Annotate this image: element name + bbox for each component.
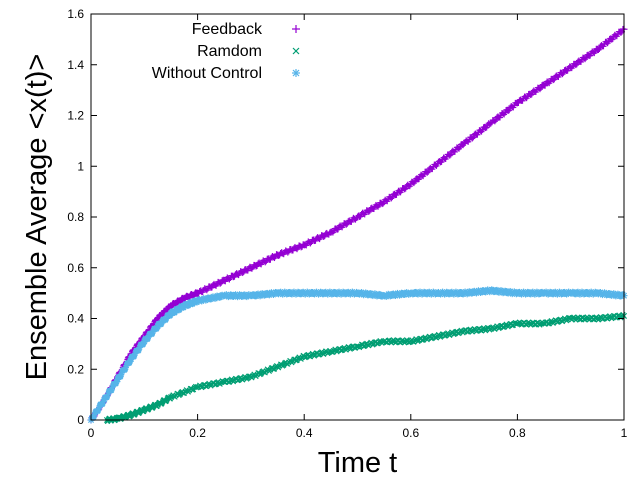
y-tick-label: 1.6 [67, 7, 84, 21]
y-tick-label: 0 [77, 413, 84, 427]
trail-point [619, 25, 626, 32]
legend-marker [292, 69, 300, 77]
trail-point [573, 61, 580, 68]
y-axis-label: Ensemble Average <x(t)> [21, 54, 53, 381]
trail-point [239, 270, 246, 277]
y-tick-label: 1 [77, 159, 84, 173]
trail-point [424, 169, 431, 176]
trail-point [217, 280, 224, 287]
trail-point [401, 186, 408, 193]
legend-label: Feedback [192, 21, 263, 38]
trail-point [528, 91, 535, 98]
y-tick-label: 0.2 [67, 362, 84, 376]
y-tick-label: 0.8 [67, 210, 84, 224]
trail-point [416, 176, 422, 183]
trail-point [320, 233, 327, 240]
trail-point [365, 208, 372, 215]
trail-point [537, 84, 544, 91]
trail-point [470, 134, 477, 141]
trail-point [411, 178, 418, 185]
y-tick-label: 1.2 [67, 109, 84, 123]
x-tick-label: 0.6 [402, 426, 419, 440]
trail-point [595, 47, 602, 54]
trail-point [460, 142, 467, 149]
trail-point [425, 168, 432, 175]
trail-point [583, 54, 590, 61]
trail-point [551, 76, 558, 83]
trail-point [380, 200, 387, 207]
trail-point [433, 335, 440, 341]
trail-point [343, 221, 350, 228]
trail-point [617, 29, 624, 36]
trail-point [167, 396, 174, 402]
x-tick-label: 0.2 [189, 426, 206, 440]
trail-point [492, 117, 499, 124]
trail-point [619, 291, 626, 298]
trail-point [300, 288, 307, 295]
trail-point [572, 62, 579, 69]
trail-point [506, 107, 513, 114]
trail-point [432, 161, 439, 168]
marker-layer [87, 25, 628, 425]
trail-point [527, 92, 534, 99]
trail-point [505, 107, 512, 114]
trail-point [389, 194, 396, 201]
trail-point [284, 249, 291, 256]
series-1 [103, 311, 628, 425]
trail-point [515, 99, 522, 106]
y-tick-label: 0.6 [67, 261, 84, 275]
trail-point [246, 373, 252, 379]
trail-point [485, 120, 492, 127]
series-2 [87, 286, 628, 424]
trail-point [550, 77, 557, 84]
trail-point [596, 45, 603, 52]
legend-label: Ramdom [197, 43, 262, 60]
trail-point [605, 38, 612, 45]
trail-point [307, 240, 314, 247]
trail-point [262, 259, 269, 266]
series-trail [88, 286, 626, 422]
trail-point [491, 118, 498, 125]
trail-point [438, 158, 445, 165]
trail-point [609, 36, 616, 43]
trail-point [469, 135, 476, 142]
trail-point [433, 162, 440, 169]
legend: Feedback Ramdom Without Control [152, 21, 300, 82]
trail-point [560, 69, 567, 76]
y-tick-label: 0.4 [67, 312, 84, 326]
x-axis-label: Time t [318, 447, 397, 479]
legend-marker [292, 47, 300, 55]
trail-point [406, 183, 413, 190]
trail-point [559, 71, 566, 78]
x-tick-label: 1 [621, 426, 628, 440]
series-trail [88, 25, 626, 422]
y-tick-label: 1.4 [67, 58, 84, 72]
trail-point [536, 86, 543, 93]
trail-point [402, 185, 409, 192]
legend-label: Without Control [152, 65, 262, 82]
trail-point [457, 144, 463, 151]
trail-point [565, 314, 572, 321]
series-0 [87, 25, 628, 424]
trail-point [483, 124, 490, 131]
x-tick-label: 0 [88, 426, 95, 440]
trail-point [388, 195, 395, 202]
x-tick-label: 0.4 [296, 426, 313, 440]
trail-point [298, 244, 305, 251]
legend-marker [292, 25, 300, 33]
series-trail [104, 311, 626, 425]
tick-layer: 0 0.2 0.4 0.6 0.8 1 0 0.2 0.4 0.6 0.8 1 1.2 1.4 1.6 [67, 7, 627, 440]
trail-point [479, 126, 486, 133]
x-tick-label: 0.8 [509, 426, 526, 440]
trail-point [447, 151, 454, 158]
trail-point [446, 152, 453, 159]
trail-point [459, 140, 466, 147]
